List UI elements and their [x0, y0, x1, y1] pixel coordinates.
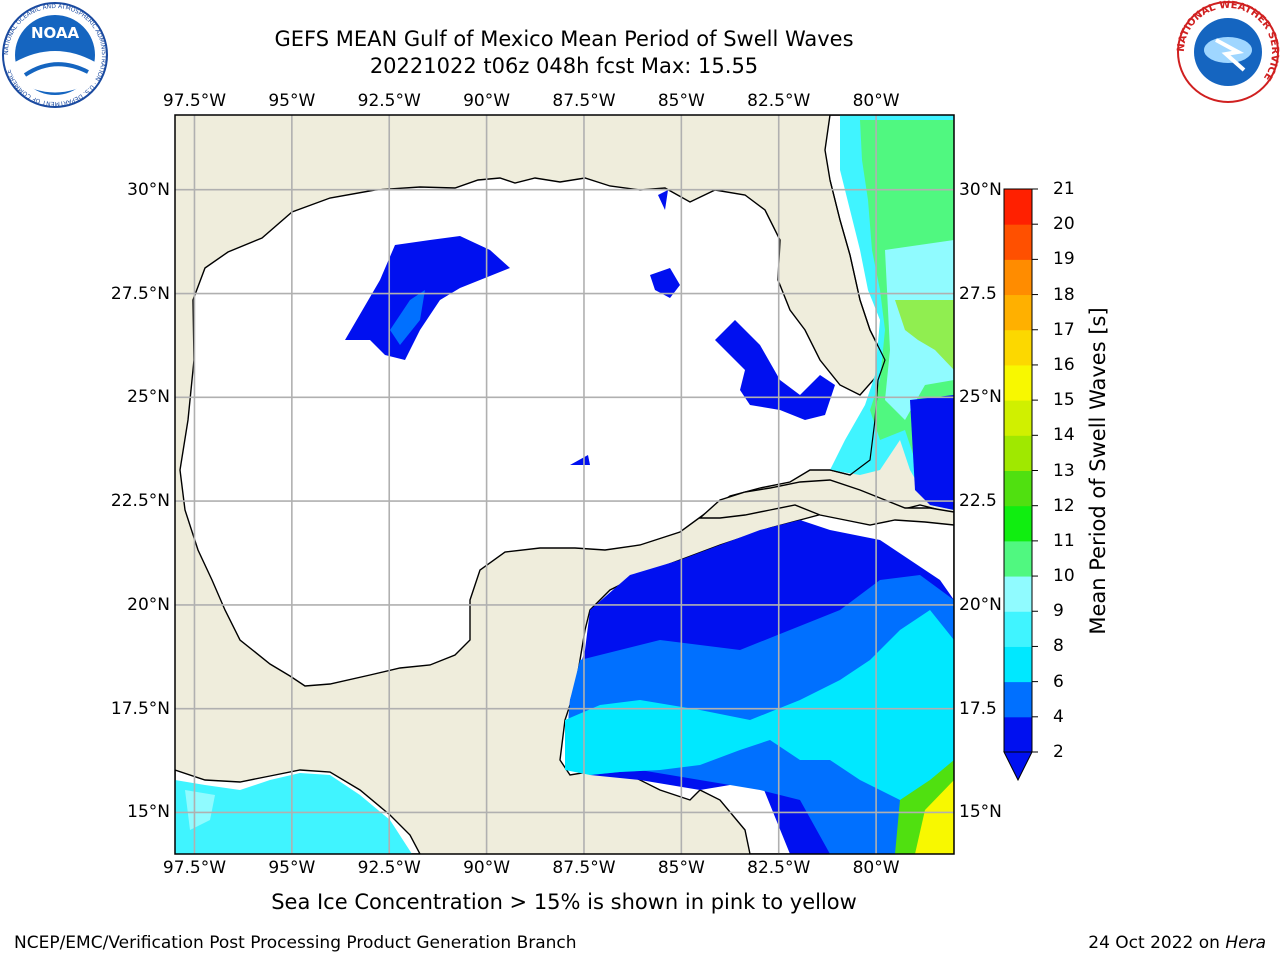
lon-tick-bottom: 82.5°W [747, 858, 811, 878]
colorbar-tick-label: 4 [1053, 706, 1064, 727]
lon-tick-bottom: 92.5°W [357, 858, 421, 878]
gridlines [175, 115, 954, 854]
colorbar-segment [1004, 435, 1032, 471]
colorbar-tick-label: 15 [1053, 390, 1075, 411]
colorbar-tick-label: 20 [1053, 214, 1075, 235]
lon-tick-bottom: 90°W [463, 858, 511, 878]
colorbar-tick-label: 2 [1053, 742, 1064, 762]
noaa-logo: NOAA NATIONAL OCEANIC AND ATMOSPHERIC AD… [2, 2, 108, 108]
lat-tick-left: 20°N [127, 594, 170, 615]
lat-tick-left: 17.5°N [110, 698, 170, 719]
cuba [698, 479, 954, 526]
colorbar-tick-label: 21 [1053, 179, 1075, 199]
colorbar-tick-label: 11 [1053, 530, 1075, 551]
colorbar-segment [1004, 646, 1032, 683]
colorbar-segment [1004, 259, 1032, 296]
colorbar-segment [1004, 716, 1032, 753]
colorbar-tick-label: 16 [1053, 354, 1075, 375]
lat-tick-right: 15°N [959, 802, 1002, 823]
nws-logo: NATIONAL WEATHER SERVICE [1176, 0, 1280, 103]
lon-tick-bottom: 97.5°W [162, 858, 227, 878]
colorbar-segment [1004, 470, 1032, 507]
lon-tick-top: 92.5°W [357, 91, 421, 111]
lat-tick-left: 30°N [127, 179, 170, 200]
colorbar-tick-label: 14 [1053, 425, 1075, 446]
date-text: 24 Oct 2022 on [1088, 933, 1226, 953]
lon-tick-bottom: 85°W [657, 858, 705, 878]
colorbar-segment [1004, 364, 1032, 401]
swell-fill-pacific [175, 773, 412, 854]
swell-fill-atlantic [830, 115, 954, 510]
colorbar-segment [1004, 576, 1032, 612]
colorbar-segment [1004, 540, 1032, 577]
colorbar-segment [1004, 681, 1032, 718]
colorbar-segment [1004, 224, 1032, 260]
lat-tick-left: 22.5°N [110, 491, 170, 512]
date-stamp: 24 Oct 2022 on Hera [1088, 933, 1266, 953]
lon-tick-top: 85°W [657, 91, 705, 111]
colorbar-segment [1004, 329, 1032, 366]
colorbar-segment [1004, 400, 1032, 436]
colorbar-tick-label: 9 [1053, 601, 1064, 622]
lon-tick-bottom: 95°W [268, 858, 316, 878]
map-subtitle: 20221022 t06z 048h fcst Max: 15.55 [369, 54, 759, 78]
colorbar-segment [1004, 294, 1032, 331]
colorbar-tick-label: 10 [1053, 566, 1075, 587]
lat-tick-right: 27.5 [959, 283, 997, 304]
swell-fill-gulf-patches [345, 190, 835, 465]
coastline-overlay [829, 179, 886, 476]
lat-tick-right: 30°N [959, 179, 1002, 200]
swell-fill-caribbean [565, 520, 954, 854]
lat-tick-right: 20°N [959, 594, 1002, 615]
colorbar-segment [1004, 189, 1032, 225]
lon-tick-top: 87.5°W [552, 91, 616, 111]
lat-tick-left: 15°N [127, 802, 170, 823]
colorbar-tick-label: 8 [1053, 636, 1064, 657]
colorbar-tick-label: 13 [1053, 460, 1075, 481]
lat-tick-right: 22.5 [959, 491, 997, 512]
lon-tick-top: 90°W [463, 91, 511, 111]
colorbar-tick-label: 17 [1053, 319, 1075, 340]
lat-tick-left: 25°N [127, 387, 170, 408]
map-frame [174, 114, 955, 855]
noaa-logo-text: NOAA [31, 24, 80, 42]
colorbar-tick-label: 12 [1053, 495, 1075, 516]
colorbar-under-arrow [1003, 751, 1033, 782]
lat-tick-right: 25°N [959, 387, 1002, 408]
colorbar [1003, 188, 1038, 782]
lon-tick-bottom: 80°W [852, 858, 900, 878]
colorbar-label: Mean Period of Swell Waves [s] [1086, 307, 1110, 635]
lat-tick-right: 17.5 [959, 698, 997, 719]
footnote: Sea Ice Concentration > 15% is shown in … [271, 890, 857, 914]
credit-text: NCEP/EMC/Verification Post Processing Pr… [14, 933, 577, 953]
colorbar-segment [1004, 611, 1032, 647]
lon-tick-top: 82.5°W [747, 91, 811, 111]
colorbar-tick-label: 6 [1053, 671, 1064, 692]
lon-tick-bottom: 87.5°W [552, 858, 616, 878]
lon-tick-top: 95°W [268, 91, 316, 111]
lon-tick-top: 80°W [852, 91, 900, 111]
colorbar-segment [1004, 505, 1032, 542]
map-title: GEFS MEAN Gulf of Mexico Mean Period of … [274, 27, 854, 51]
colorbar-tick-label: 19 [1053, 249, 1075, 270]
lon-tick-top: 97.5°W [162, 91, 227, 111]
colorbar-tick-label: 18 [1053, 284, 1075, 305]
date-host: Hera [1225, 933, 1266, 953]
lat-tick-left: 27.5°N [110, 283, 170, 304]
